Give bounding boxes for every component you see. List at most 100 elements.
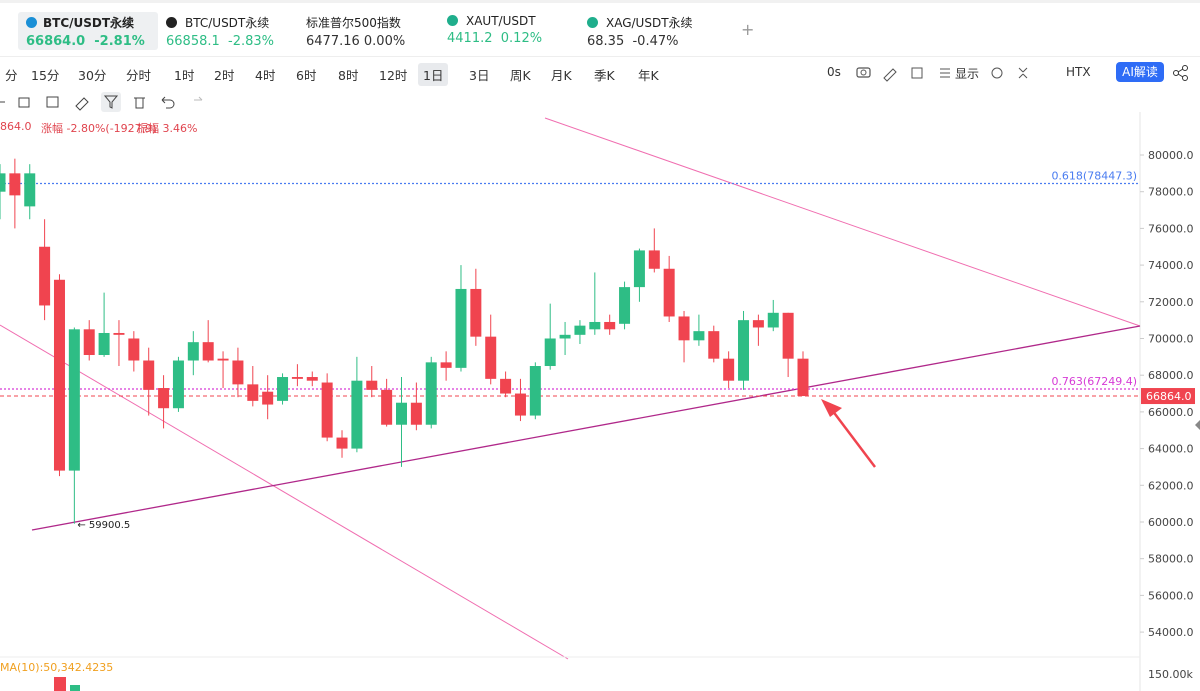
- tab-name-text: XAUT/USDT: [466, 14, 536, 28]
- volume-ma-label: MA(10):50,342.4235: [0, 661, 113, 674]
- candle-body: [291, 377, 303, 379]
- timeframe[interactable]: 12时: [379, 68, 408, 83]
- tab-name: BTC/USDT永续: [166, 14, 285, 31]
- candle-body: [172, 360, 184, 409]
- candle-body: [663, 268, 675, 317]
- candle-body: [217, 358, 229, 361]
- scroll-handle[interactable]: [1195, 420, 1200, 430]
- fib-label: 0.763(67249.4): [1051, 375, 1137, 388]
- y-tick-label: 64000.0: [1148, 443, 1194, 456]
- tab-change: 0.12%: [500, 31, 543, 46]
- timeframe[interactable]: 周K: [510, 68, 531, 83]
- y-tick-label: 62000.0: [1148, 479, 1194, 492]
- y-tick-label: 74000.0: [1148, 259, 1194, 272]
- ticker-tab[interactable]: BTC/USDT永续 66858.1 -2.83%: [158, 12, 293, 50]
- candle-body: [440, 362, 452, 368]
- exchange-select[interactable]: HTX: [1066, 65, 1091, 79]
- timeframe[interactable]: 6时: [296, 68, 317, 83]
- last-price-box: [1141, 388, 1195, 405]
- candle-body: [604, 321, 616, 330]
- y-tick-label: 78000.0: [1148, 186, 1194, 199]
- candle-body: [708, 331, 720, 359]
- candle-body: [797, 358, 809, 397]
- tab-name-text: XAG/USDT永续: [606, 16, 693, 30]
- share-icon[interactable]: [1172, 64, 1190, 82]
- timeframe[interactable]: 15分: [31, 68, 60, 83]
- candle-body: [128, 338, 140, 361]
- candle-body: [143, 360, 155, 390]
- timeframe[interactable]: 分时: [126, 68, 152, 83]
- ticker-tab[interactable]: XAUT/USDT 4411.2 0.12%: [439, 12, 569, 50]
- candle-body: [351, 380, 363, 449]
- display-toggle[interactable]: 显示: [955, 67, 980, 81]
- timeframe[interactable]: 季K: [594, 68, 615, 83]
- fib-label: 0.618(78447.3): [1051, 169, 1137, 182]
- timeframe[interactable]: 2时: [214, 68, 235, 83]
- candle-body: [514, 393, 526, 416]
- candle-body: [9, 173, 21, 196]
- candle-body: [485, 336, 497, 379]
- candle-body: [500, 378, 512, 394]
- ticker-tab[interactable]: XAG/USDT永续 68.35 -0.47%: [579, 12, 719, 50]
- timeframe[interactable]: 4时: [255, 68, 276, 83]
- ticker-tab[interactable]: 标准普尔500指数 6477.16 0.00%: [298, 12, 428, 50]
- candle-body: [648, 250, 660, 269]
- candle-body: [113, 332, 125, 335]
- candle-body: [277, 377, 289, 401]
- candle-body: [723, 358, 735, 381]
- timeframe[interactable]: 年K: [638, 68, 659, 83]
- timeframe[interactable]: 30分: [78, 68, 107, 83]
- trend-line: [0, 324, 569, 660]
- y-tick-label: 70000.0: [1148, 332, 1194, 345]
- candle-body: [24, 173, 36, 207]
- timeframe[interactable]: 1时: [174, 68, 195, 83]
- tab-name: BTC/USDT永续: [26, 14, 150, 31]
- add-tab[interactable]: +: [741, 20, 755, 39]
- candle-body: [633, 250, 645, 288]
- timeframe[interactable]: 月K: [551, 68, 572, 83]
- tab-change: 0.00%: [363, 34, 406, 49]
- candle-body: [321, 382, 333, 438]
- candle-body: [559, 334, 571, 339]
- toolbar-icons: [856, 67, 1028, 82]
- candle-body: [232, 360, 244, 385]
- trend-line: [31, 325, 1141, 531]
- timeframe[interactable]: 1日: [418, 63, 449, 86]
- countdown[interactable]: 0s: [827, 65, 841, 79]
- tab-price: 4411.2: [447, 31, 493, 46]
- candle-body: [752, 320, 764, 328]
- low-marker: ← 59900.5: [77, 520, 130, 531]
- timeframe[interactable]: 3日: [469, 68, 490, 83]
- tab-name-text: BTC/USDT永续: [185, 16, 270, 30]
- candle-body: [693, 331, 705, 341]
- tab-price: 6477.16: [306, 34, 360, 49]
- candle-body: [619, 287, 631, 324]
- candle-body: [83, 329, 95, 356]
- candle-body: [470, 288, 482, 337]
- timeframe[interactable]: 8时: [338, 68, 359, 83]
- y-tick-label: 66000.0: [1148, 406, 1194, 419]
- candle-body: [247, 384, 259, 401]
- y-tick-label: 80000.0: [1148, 149, 1194, 162]
- y-tick-label: 54000.0: [1148, 626, 1194, 639]
- candle-body: [0, 173, 6, 192]
- ai-button[interactable]: AI解读: [1116, 62, 1164, 82]
- candle-body: [53, 279, 65, 471]
- timeframe[interactable]: 分: [5, 68, 18, 83]
- candle-body: [39, 246, 51, 306]
- tab-price: 68.35: [587, 34, 625, 49]
- divider: [0, 56, 1200, 57]
- candle-body: [262, 391, 274, 405]
- ticker-tab[interactable]: BTC/USDT永续 66864.0 -2.81%: [18, 12, 158, 50]
- candle-body: [98, 332, 110, 356]
- candle-body: [678, 316, 690, 341]
- candle-body: [202, 342, 214, 361]
- candle-body: [381, 389, 393, 425]
- candle-body: [455, 288, 467, 368]
- tab-change: -0.47%: [632, 34, 679, 49]
- volume-axis-label: 150.00k: [1148, 668, 1193, 681]
- tab-name-text: BTC/USDT永续: [43, 16, 135, 30]
- candle-body: [306, 377, 318, 381]
